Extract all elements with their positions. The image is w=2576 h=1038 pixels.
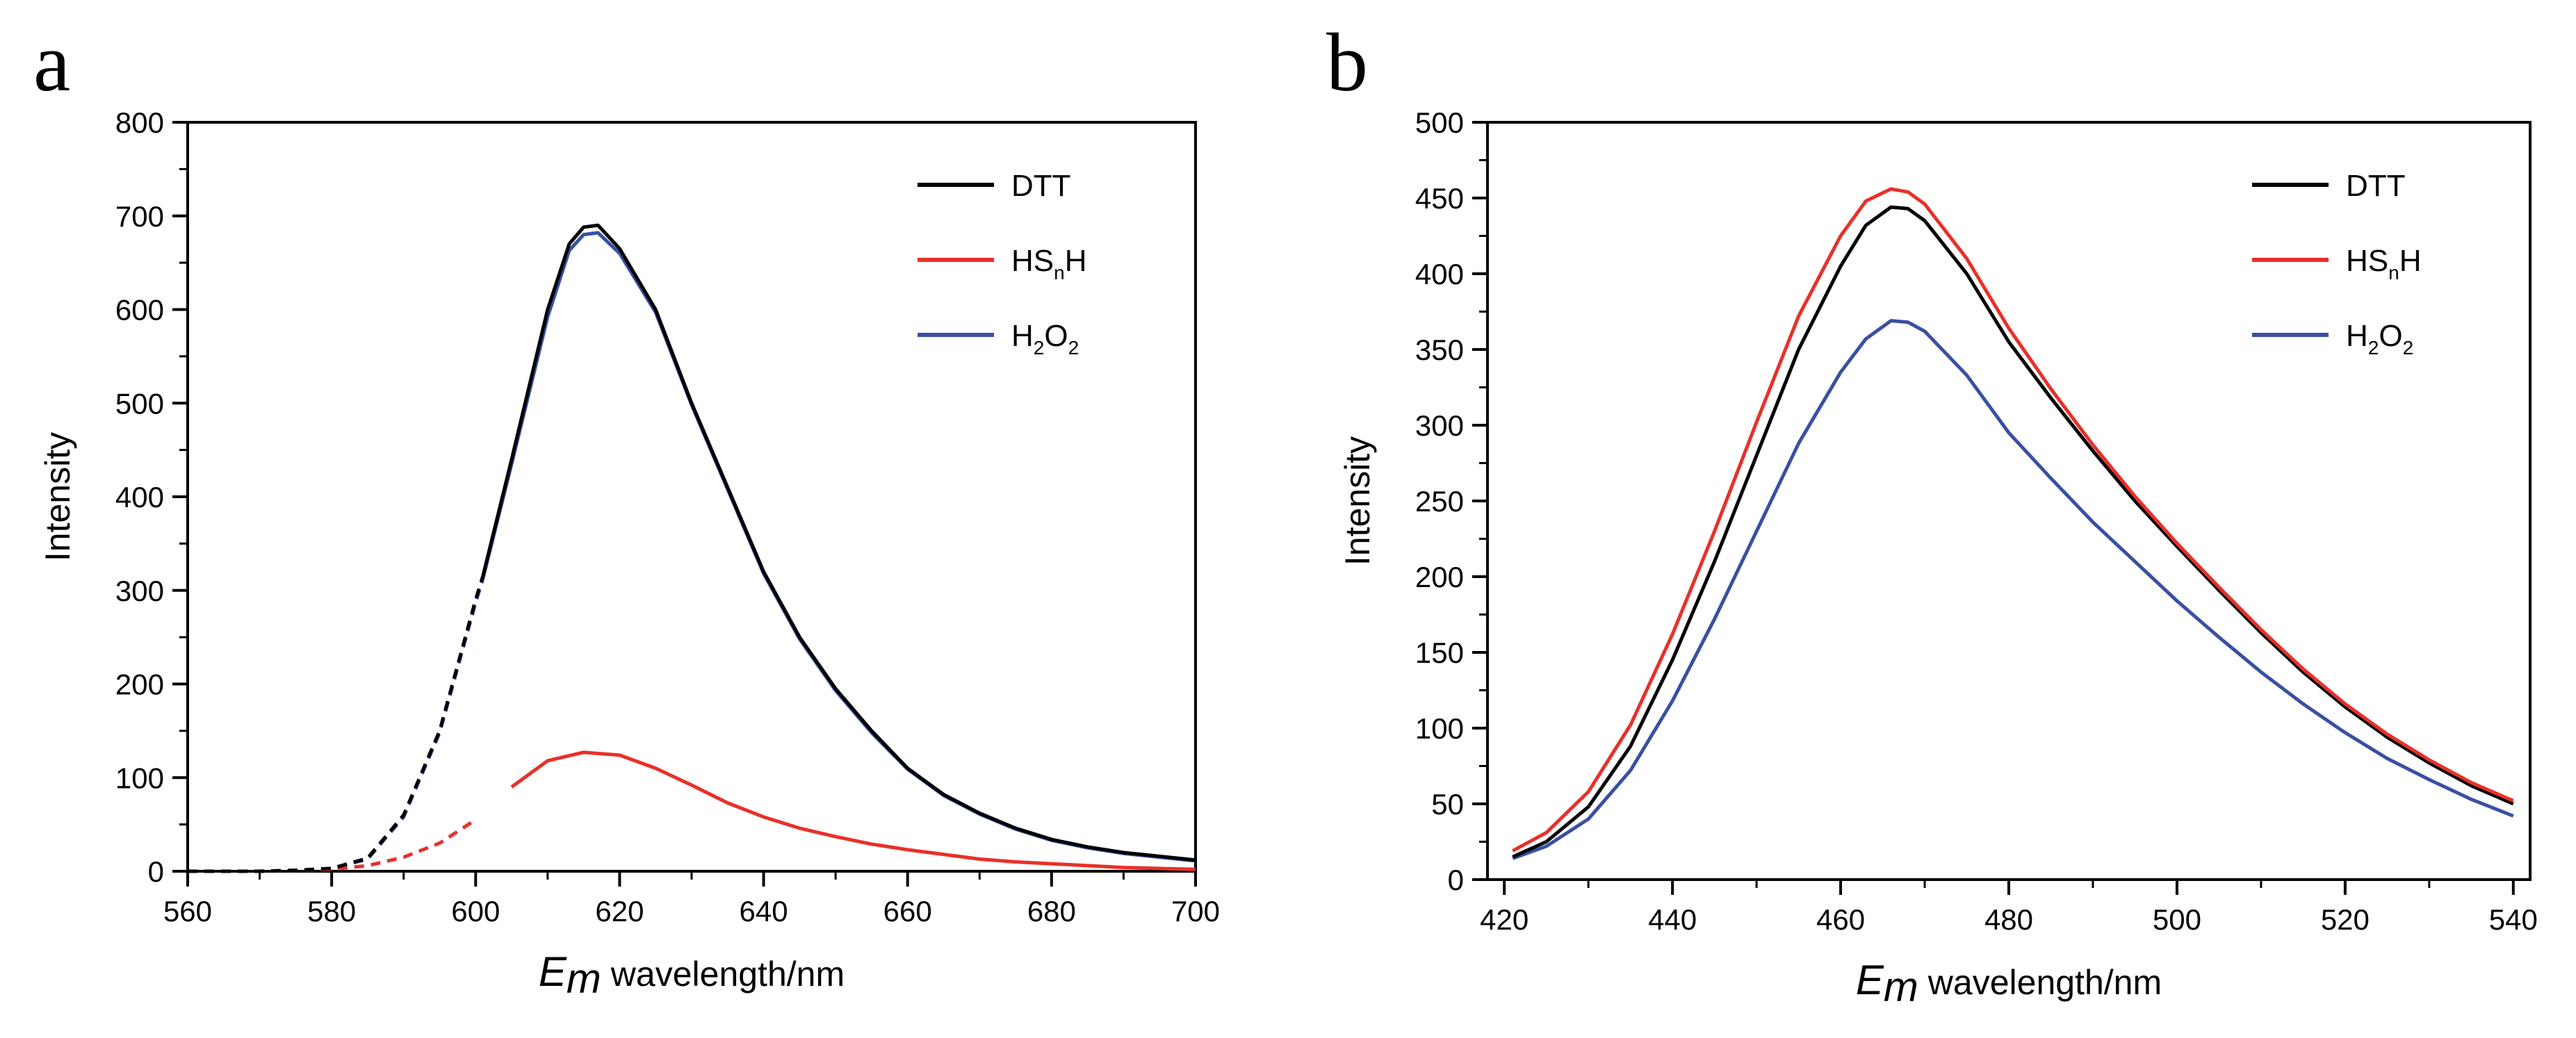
panel-a-series-hsnh-line bbox=[510, 750, 1196, 871]
panel-b-legend-label-base: H bbox=[2346, 319, 2368, 353]
panel-a-legend-label-hsnh: HSnH bbox=[1011, 244, 1086, 283]
panel-b-xtick-label: 420 bbox=[1480, 903, 1529, 936]
panel-b-legend-label-sub: 2 bbox=[2368, 337, 2379, 359]
panel-b-legend-label-sub2: 2 bbox=[2403, 337, 2414, 359]
panel-b-ytick-label: 200 bbox=[1415, 561, 1464, 593]
panel-b-series-hsnh-line bbox=[1512, 187, 2514, 852]
panel-a-ytick-label: 400 bbox=[115, 481, 164, 513]
panel-a-xtick-label: 560 bbox=[163, 895, 212, 928]
panel-a-legend-label-sub: 2 bbox=[1034, 337, 1045, 359]
panel-b-ylabel: Intensity bbox=[1338, 436, 1377, 566]
panel-a-ytick-label: 600 bbox=[115, 294, 164, 327]
panel-a-ytick-label: 700 bbox=[115, 200, 164, 233]
panel-b-xlabel-italic: E bbox=[1856, 957, 1884, 1003]
panel-b-xtick-label: 460 bbox=[1816, 903, 1865, 936]
panel-a-xlabel: Em wavelength/nm bbox=[539, 948, 845, 1002]
panel-b-xtick-label: 520 bbox=[2321, 903, 2370, 936]
panel-a-xlabel-sub: m bbox=[566, 955, 601, 1002]
panel-a-xlabel-rest: wavelength/nm bbox=[601, 955, 845, 994]
panel-a-legend-label-tail: H bbox=[1065, 244, 1087, 278]
panel-b-xtick-label: 480 bbox=[1984, 903, 2033, 936]
panel-a-ylabel: Intensity bbox=[38, 432, 77, 561]
panel-a-legend-label-dtt: DTT bbox=[1011, 169, 1071, 203]
panel-a-xlabel-italic: E bbox=[539, 948, 567, 995]
panel-a-ytick-label: 200 bbox=[115, 668, 164, 701]
panel-b-ytick-label: 500 bbox=[1415, 106, 1464, 139]
panel-a-legend-label-sub: n bbox=[1054, 262, 1065, 283]
panel-a-ytick-label: 100 bbox=[115, 761, 164, 794]
panel-b-legend-label-base: DTT bbox=[2346, 169, 2406, 203]
panel-a-legend-label-base: HS bbox=[1011, 244, 1054, 278]
panel-b-legend-label-sub: n bbox=[2388, 262, 2399, 283]
panel-a-series-dtt-line bbox=[481, 223, 1196, 862]
panel-b-xtick-label: 540 bbox=[2489, 903, 2538, 936]
panel-b-legend-label-tail: O bbox=[2379, 319, 2402, 353]
panel-a-legend-label-base: H bbox=[1011, 319, 1034, 353]
panel-a-xtick-label: 700 bbox=[1171, 895, 1220, 928]
panel-b-legend-label-hsnh: HSnH bbox=[2346, 244, 2421, 283]
panel-a-series bbox=[188, 223, 1196, 873]
panel-a-ytick-label: 500 bbox=[115, 387, 164, 420]
panel-a-series-dtt-dashed bbox=[188, 575, 485, 873]
panel-a-legend-label-sub2: 2 bbox=[1068, 337, 1079, 359]
panel-b-series-h2o2-line bbox=[1512, 319, 2514, 860]
panel-b-letter: b bbox=[1326, 16, 1368, 108]
panel-b-ytick-label: 450 bbox=[1415, 182, 1464, 215]
panel-a-ytick-label: 300 bbox=[115, 575, 164, 607]
panel-b-legend-label-h2o2: H2O2 bbox=[2346, 319, 2413, 359]
panel-b-ytick-label: 0 bbox=[1448, 864, 1464, 896]
panel-b-xtick-label: 440 bbox=[1648, 903, 1697, 936]
panel-a: a 560 580 600 620 640 660 680 70001002003004005… bbox=[33, 16, 1220, 1002]
panel-b-ytick-label: 150 bbox=[1415, 636, 1464, 669]
panel-b-legend-label-base: HS bbox=[2346, 244, 2388, 278]
panel-b-ytick-label: 400 bbox=[1415, 258, 1464, 290]
panel-a-xtick-label: 580 bbox=[307, 895, 356, 928]
panel-b-ytick-label: 50 bbox=[1431, 788, 1464, 821]
panel-b-ytick-label: 300 bbox=[1415, 409, 1464, 442]
panel-a-xtick-label: 600 bbox=[451, 895, 500, 928]
panel-a-plot-frame bbox=[186, 121, 1197, 873]
panel-a-xtick-label: 620 bbox=[595, 895, 644, 928]
panel-b: b 420 440 460 480 500 520 540 0 50 100 150 200 250 30… bbox=[1326, 16, 2538, 1010]
panel-b-series bbox=[1512, 187, 2514, 860]
panel-a-ytick-label: 800 bbox=[115, 106, 164, 139]
panel-b-xtick-label: 500 bbox=[2153, 903, 2201, 936]
panel-a-xtick-label: 680 bbox=[1027, 895, 1076, 928]
panel-b-ytick-label: 100 bbox=[1415, 712, 1464, 745]
panel-a-legend-label-tail: O bbox=[1044, 319, 1068, 353]
panel-b-plot-frame bbox=[1486, 121, 2532, 881]
panel-b-ticks: 420 440 460 480 500 520 540 0 50 100 150 200 250 300 3… bbox=[1415, 106, 2538, 936]
panel-a-legend-label-h2o2: H2O2 bbox=[1011, 319, 1079, 359]
panel-b-xlabel-rest: wavelength/nm bbox=[1918, 963, 2162, 1002]
panel-a-ticks: 560 580 600 620 640 660 680 700 0 100 200 300 400 500… bbox=[115, 106, 1220, 928]
panel-a-legend-label-base: DTT bbox=[1011, 169, 1071, 203]
panel-b-legend-label-dtt: DTT bbox=[2346, 169, 2406, 203]
panel-b-ytick-label: 250 bbox=[1415, 485, 1464, 518]
panel-b-ytick-label: 350 bbox=[1415, 333, 1464, 366]
panel-a-xtick-label: 660 bbox=[883, 895, 932, 928]
panel-b-xlabel: Em wavelength/nm bbox=[1856, 957, 2162, 1010]
panel-a-xtick-label: 640 bbox=[740, 895, 788, 928]
panel-b-xlabel-sub: m bbox=[1884, 964, 1918, 1010]
panel-a-ytick-label: 0 bbox=[148, 855, 164, 888]
panel-b-legend-label-tail: H bbox=[2399, 244, 2422, 278]
panel-a-letter: a bbox=[33, 16, 70, 108]
panel-b-series-dtt-line bbox=[1512, 205, 2514, 859]
